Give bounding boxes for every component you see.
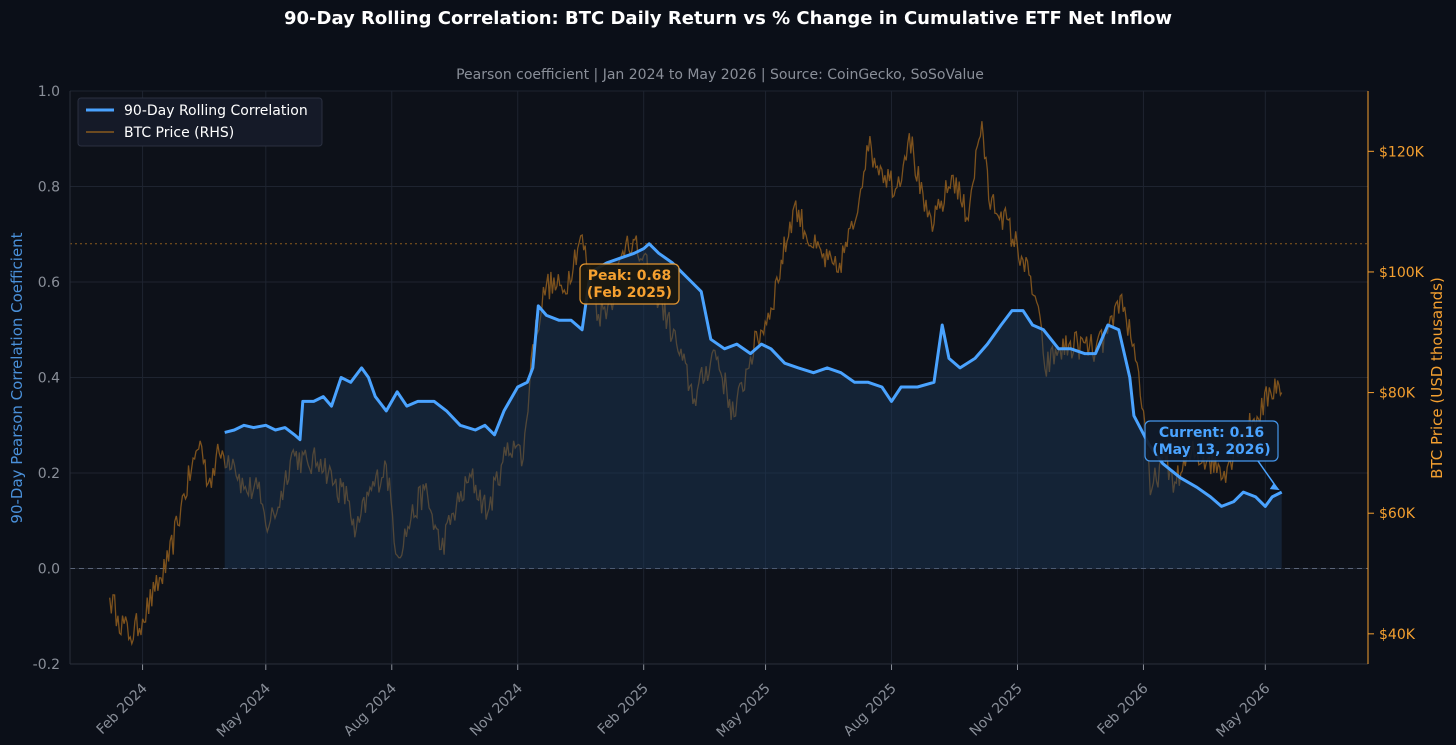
y-tick-label-left: -0.2 (33, 657, 60, 673)
y-tick-label-left: 1.0 (38, 84, 60, 100)
y-tick-label-left: 0.6 (38, 275, 60, 291)
series-layer (109, 121, 1283, 647)
y-tick-label-right: $80K (1379, 386, 1416, 402)
y-tick-label-left: 0.0 (38, 562, 60, 578)
correlation-area-fill (224, 243, 1282, 569)
legend-label-correlation: 90-Day Rolling Correlation (124, 103, 308, 119)
legend-box (77, 97, 323, 147)
current-annotation-label: Current: 0.16 (1159, 425, 1264, 441)
correlation-line (224, 242, 1283, 508)
chart-title: 90-Day Rolling Correlation: BTC Daily Re… (284, 8, 1172, 29)
reference-lines (70, 243, 1368, 569)
y-axis-label-left: 90-Day Pearson Correlation Coefficient (8, 232, 26, 523)
x-tick-label: Feb 2024 (94, 681, 151, 738)
current-annotation-date: (May 13, 2026) (1152, 442, 1270, 458)
peak-annotation-date: (Feb 2025) (587, 285, 672, 301)
current-annotation-box (1144, 420, 1279, 462)
chart-subtitle: Pearson coefficient | Jan 2024 to May 20… (456, 67, 984, 83)
peak-annotation-label: Peak: 0.68 (588, 268, 672, 284)
y-tick-label-left: 0.8 (38, 180, 60, 196)
x-tick-label: Feb 2025 (595, 681, 652, 738)
x-tick-label: Aug 2025 (841, 681, 900, 740)
x-tick-label: May 2026 (1213, 681, 1273, 741)
x-tick-label: Nov 2025 (967, 681, 1026, 740)
legend-label-btc-price: BTC Price (RHS) (124, 125, 234, 141)
x-tick-label: May 2024 (214, 681, 274, 741)
y-axis-label-right: BTC Price (USD thousands) (1428, 277, 1446, 479)
y-tick-label-right: $60K (1379, 506, 1416, 522)
x-tick-label: Nov 2024 (467, 681, 526, 740)
peak-annotation-box (579, 263, 680, 305)
y-tick-label-right: $100K (1379, 265, 1425, 281)
x-tick-label: Feb 2026 (1095, 681, 1152, 738)
x-tick-label: May 2025 (714, 681, 774, 741)
y-tick-label-right: $120K (1379, 144, 1425, 160)
current-annotation-arrowhead (1269, 483, 1280, 491)
y-tick-label-right: $40K (1379, 627, 1416, 643)
x-tick-label: Aug 2024 (341, 681, 400, 740)
y-tick-label-left: 0.2 (38, 466, 60, 482)
legend: 90-Day Rolling Correlation BTC Price (RH… (77, 97, 323, 147)
axes (69, 91, 1374, 670)
annotations-layer: Peak: 0.68(Feb 2025) Current: 0.16(May 13… (579, 263, 1280, 491)
y-tick-label-left: 0.4 (38, 371, 60, 387)
